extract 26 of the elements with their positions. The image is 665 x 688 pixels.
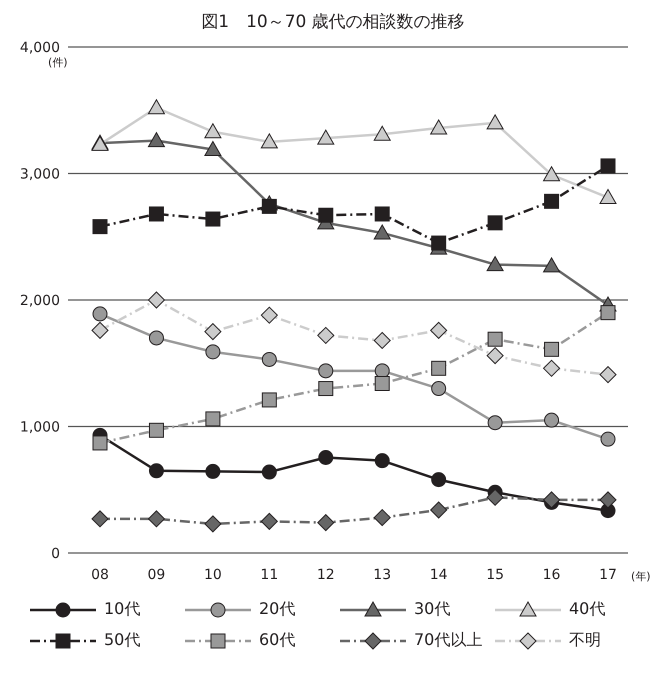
legend-label: 60代 [259,630,296,651]
chart-title: 図1 10～70 歳代の相談数の推移 [200,11,466,33]
x-tick-label: 15 [486,566,504,583]
legend-label: 40代 [569,599,606,620]
y-tick-label: 3,000 [20,166,60,182]
legend-label: 30代 [414,599,450,620]
y-tick-label: 4,000 [20,40,60,56]
x-tick-label: 16 [542,566,561,583]
y-axis-title: (件) [48,55,68,70]
x-tick-label: 12 [316,566,335,583]
x-axis-title: (年) [631,569,651,584]
y-tick-label: 0 [51,546,60,562]
x-tick-label: 10 [204,566,222,583]
x-tick-label: 11 [260,566,278,583]
x-tick-label: 14 [430,566,448,583]
legend-label: 50代 [104,630,140,651]
x-tick-label: 09 [148,566,166,583]
x-tick-label: 17 [599,566,617,583]
y-tick-label: 1,000 [20,419,60,436]
x-tick-label: 08 [91,566,109,583]
y-tick-label: 2,000 [20,292,60,309]
legend-label: 不明 [569,630,601,651]
legend-label: 70代以上 [414,630,482,651]
x-tick-label: 13 [373,566,392,583]
legend-label: 10代 [104,599,140,620]
legend-label: 20代 [259,599,296,620]
